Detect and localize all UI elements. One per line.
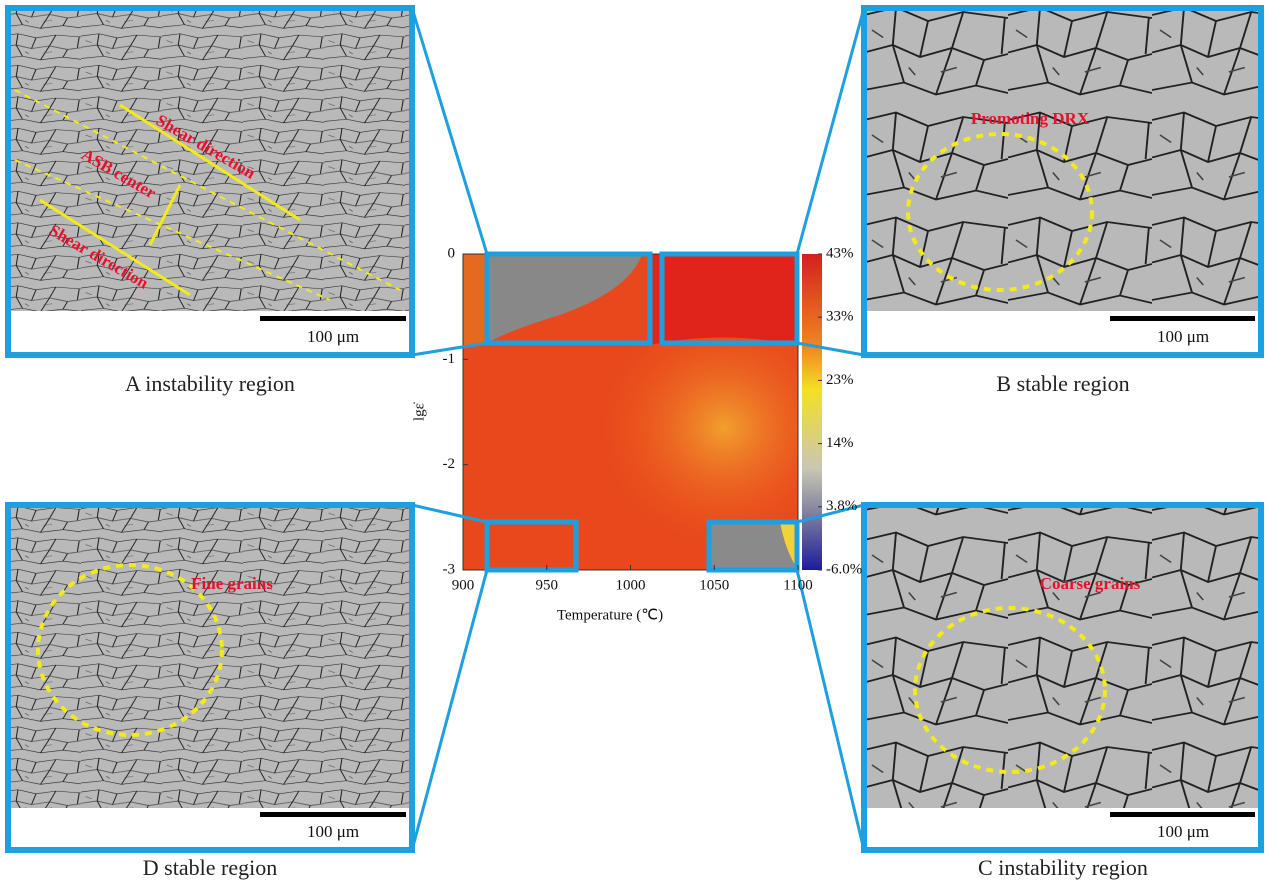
micrograph <box>867 508 1258 808</box>
annotation: Coarse grains <box>1040 574 1141 593</box>
panel-a: Shear direction ASB center Shear directi… <box>8 8 412 396</box>
scale-label: 100 μm <box>307 327 359 346</box>
scale-bar <box>260 316 406 321</box>
panel-d: Fine grains 100 μm D stable region <box>8 505 412 880</box>
figure: Temperature (℃) lgε̇ Shear direction ASB… <box>0 0 1269 890</box>
colorbar <box>802 254 822 570</box>
y-tick-label: -3 <box>443 561 456 577</box>
panel-b: Promoting DRX 100 μm B stable region <box>864 8 1261 396</box>
x-tick-label: 1050 <box>699 577 729 593</box>
scale-bar <box>1110 316 1255 321</box>
colorbar-tick-label: 3.8% <box>826 498 857 514</box>
colorbar-tick-label: 14% <box>826 435 854 451</box>
x-tick-label: 1000 <box>616 577 646 593</box>
x-tick-label: 1100 <box>783 577 812 593</box>
caption: A instability region <box>125 371 295 396</box>
x-axis-label: Temperature (℃) <box>557 607 663 623</box>
colorbar-tick-label: 43% <box>826 245 854 261</box>
y-tick-label: 0 <box>448 245 456 261</box>
map-field <box>463 254 487 345</box>
colorbar-tick-label: 33% <box>826 309 854 325</box>
x-tick-label: 950 <box>536 577 559 593</box>
caption: C instability region <box>978 855 1148 880</box>
micrograph <box>11 508 409 808</box>
map-field <box>650 254 798 345</box>
scale-label: 100 μm <box>1157 327 1209 346</box>
caption: B stable region <box>996 371 1129 396</box>
scale-bar <box>260 812 406 817</box>
panel-c: Coarse grains 100 μm C instability regio… <box>864 505 1261 880</box>
annotation: Promoting DRX <box>971 109 1090 128</box>
y-tick-label: -1 <box>443 351 456 367</box>
caption: D stable region <box>143 855 277 880</box>
scale-bar <box>1110 812 1255 817</box>
colorbar-tick-label: 23% <box>826 372 854 388</box>
annotation: Fine grains <box>191 574 273 593</box>
micrograph <box>867 11 1258 311</box>
y-tick-label: -2 <box>443 456 456 472</box>
x-tick-label: 900 <box>452 577 475 593</box>
scale-label: 100 μm <box>1157 822 1209 841</box>
scale-label: 100 μm <box>307 822 359 841</box>
colorbar-tick-label: -6.0% <box>826 561 862 577</box>
y-axis-label: lgε̇ <box>411 402 427 421</box>
